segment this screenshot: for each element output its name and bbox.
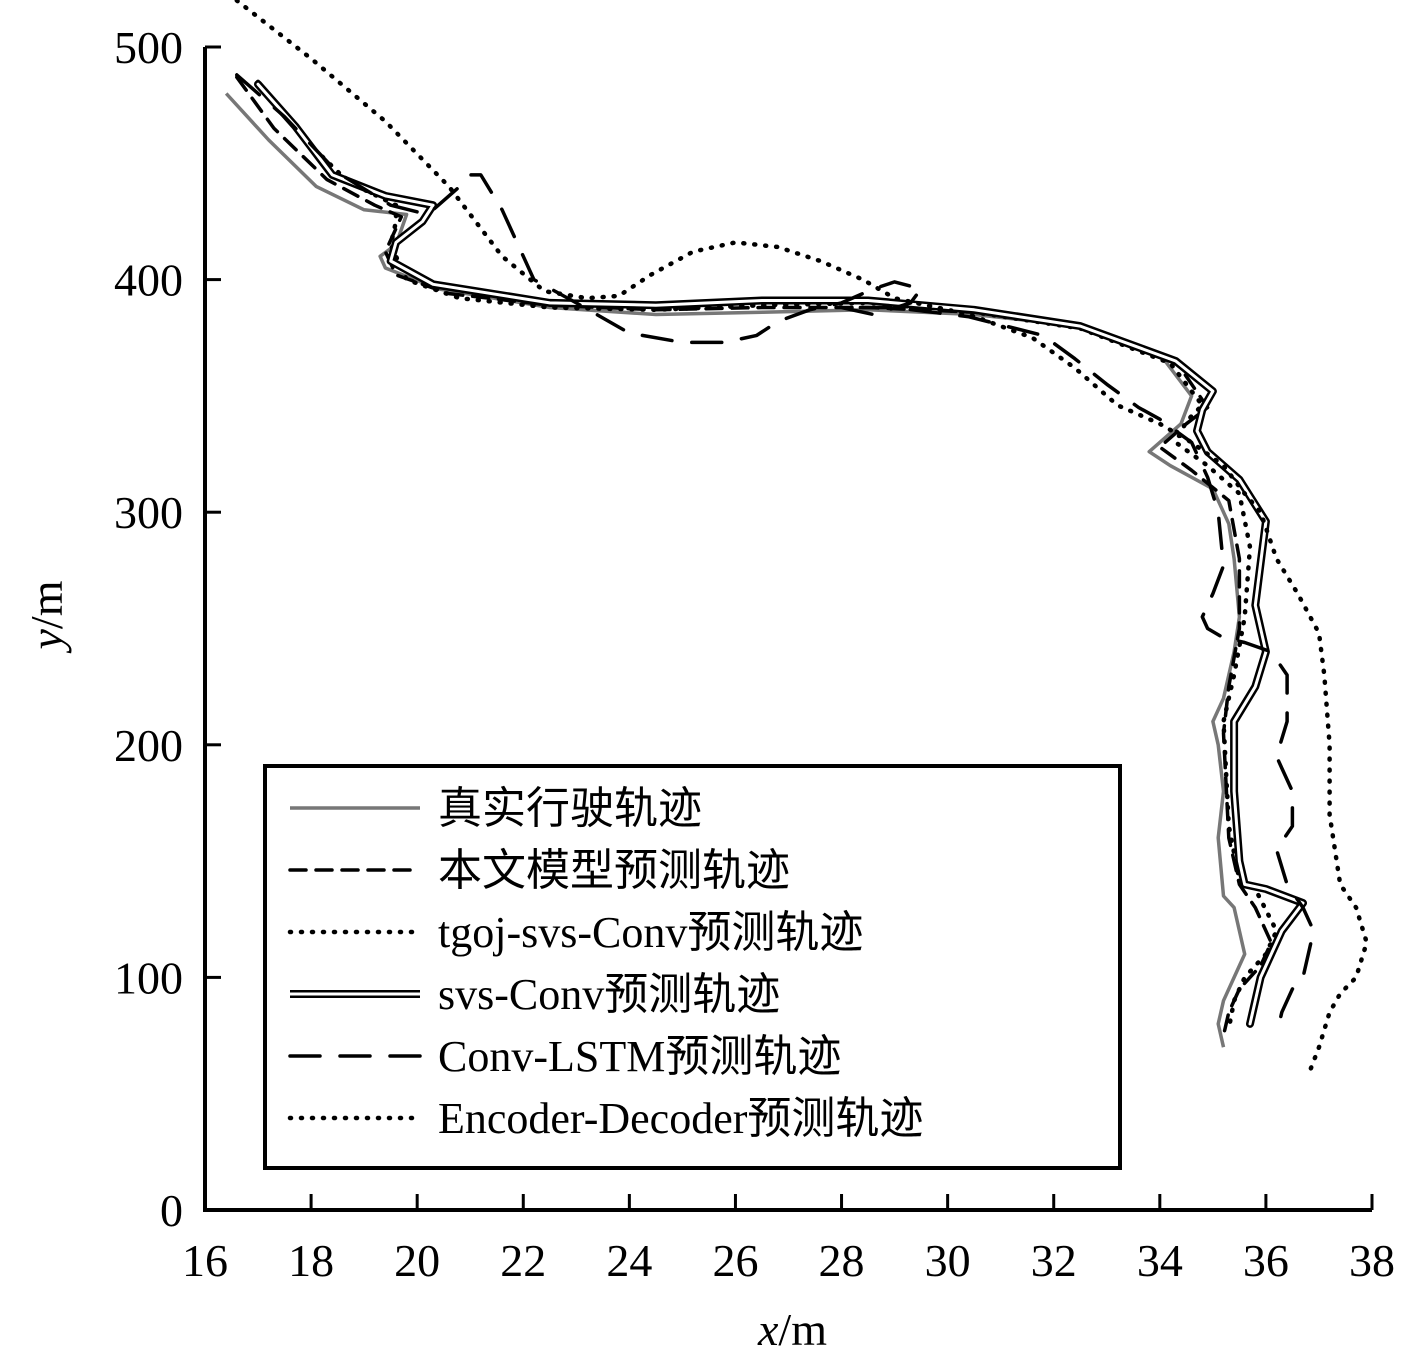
y-tick-label: 200 xyxy=(114,720,183,771)
axes: 16 18 20 22 24 26 28 30 32 34 36 38 0 100 200 300 400 500 xyxy=(114,22,1395,1286)
series-line-path xyxy=(224,92,1247,1048)
legend-box xyxy=(263,764,1122,1170)
legend-label-1: 真实行驶轨迹 xyxy=(438,784,702,833)
x-tick-label: 16 xyxy=(182,1235,228,1286)
x-tick-label: 32 xyxy=(1031,1235,1077,1286)
legend-label-5: Conv-LSTM预测轨迹 xyxy=(438,1032,841,1081)
y-axis-label-unit: /m xyxy=(21,580,72,629)
x-tick-label: 26 xyxy=(712,1235,758,1286)
x-axis-label-unit: /m xyxy=(778,1304,827,1355)
legend-label-3: tgoj-svs-Conv预测轨迹 xyxy=(438,908,863,957)
series-line-4 xyxy=(254,80,1307,1028)
y-tick-label: 100 xyxy=(114,952,183,1003)
y-tick-label: 300 xyxy=(114,487,183,538)
y-tick-label: 0 xyxy=(160,1185,183,1236)
x-tick-label: 36 xyxy=(1243,1235,1289,1286)
legend-label-4: svs-Conv预测轨迹 xyxy=(438,970,780,1019)
x-tick-label: 22 xyxy=(500,1235,546,1286)
series-line-inner xyxy=(256,82,1305,1026)
legend-label-6: Encoder-Decoder预测轨迹 xyxy=(438,1094,923,1143)
x-tick-label: 18 xyxy=(288,1235,334,1286)
x-tick-label: 28 xyxy=(819,1235,865,1286)
series-line-6 xyxy=(234,0,1369,1078)
series-line-path xyxy=(234,0,1369,1078)
x-tick-label: 38 xyxy=(1349,1235,1395,1286)
x-axis-label: x/m xyxy=(757,1304,827,1355)
y-tick-label: 400 xyxy=(114,255,183,306)
series-line-1 xyxy=(224,92,1247,1048)
series-line-path xyxy=(235,73,1316,1038)
axis-labels: x/my/m xyxy=(21,580,827,1355)
x-axis-label-var: x xyxy=(757,1304,779,1355)
plot-area xyxy=(224,0,1369,1078)
x-tick-label: 34 xyxy=(1137,1235,1183,1286)
y-axis-label-var: y xyxy=(21,628,72,653)
y-tick-label: 500 xyxy=(114,22,183,73)
x-tick-label: 24 xyxy=(606,1235,652,1286)
y-axis-label: y/m xyxy=(21,580,72,653)
series-line-5 xyxy=(235,73,1316,1038)
legend-label-2: 本文模型预测轨迹 xyxy=(438,846,790,895)
x-tick-label: 30 xyxy=(925,1235,971,1286)
x-tick-label: 20 xyxy=(394,1235,440,1286)
